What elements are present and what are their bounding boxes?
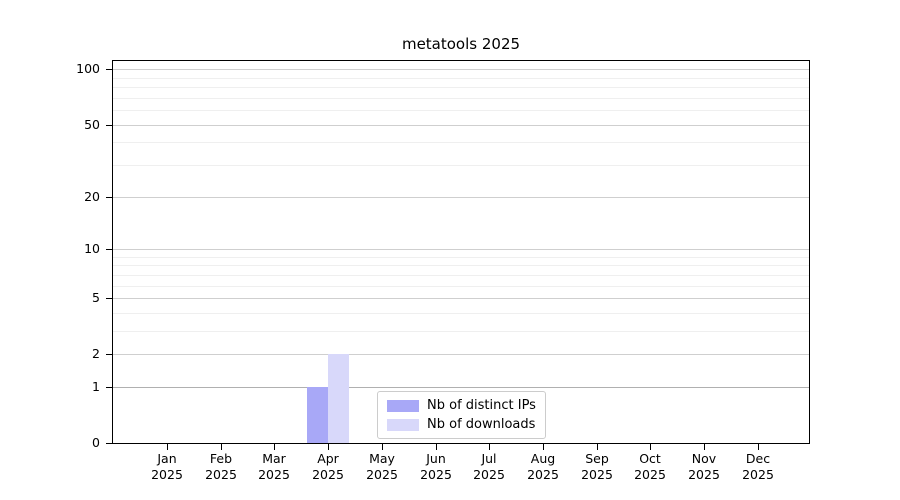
y-tick-label: 2 — [92, 346, 100, 361]
legend-label-downloads: Nb of downloads — [427, 417, 536, 432]
x-tick — [221, 444, 222, 450]
x-tick-month: Apr — [317, 451, 339, 466]
x-tick-month: Mar — [262, 451, 286, 466]
y-gridline-minor — [113, 97, 809, 99]
y-gridline-minor — [113, 77, 809, 79]
x-tick-month: Feb — [209, 451, 233, 466]
x-tick-year: 2025 — [151, 467, 183, 482]
y-gridline-major — [113, 248, 809, 250]
x-tick-month: Oct — [639, 451, 661, 466]
x-tick-month: Aug — [530, 451, 556, 466]
x-tick-year: 2025 — [420, 467, 452, 482]
x-tick-year: 2025 — [366, 467, 398, 482]
legend-item-distinct-ips: Nb of distinct IPs — [387, 399, 536, 412]
legend-item-downloads: Nb of downloads — [387, 418, 536, 431]
y-gridline-minor — [113, 285, 809, 287]
y-gridline-major — [113, 386, 809, 388]
y-gridline-minor — [113, 265, 809, 267]
x-tick-label: Jun 2025 — [404, 451, 468, 483]
x-tick-label: Nov 2025 — [672, 451, 736, 483]
y-tick — [106, 69, 112, 70]
y-tick — [106, 387, 112, 388]
y-gridline-minor — [113, 274, 809, 276]
x-tick-month: Nov — [691, 451, 717, 466]
y-gridline-minor — [113, 330, 809, 332]
x-tick-year: 2025 — [742, 467, 774, 482]
y-tick-label: 5 — [92, 290, 100, 305]
x-tick-month: Dec — [745, 451, 771, 466]
x-tick-label: Dec 2025 — [726, 451, 790, 483]
x-tick-year: 2025 — [688, 467, 720, 482]
y-tick-label: 100 — [76, 61, 100, 76]
y-tick-label: 10 — [84, 241, 100, 256]
downloads-swatch-icon — [387, 418, 419, 431]
x-tick-month: Jan — [157, 451, 177, 466]
x-tick — [758, 444, 759, 450]
y-gridline-major — [113, 69, 809, 71]
x-tick-label: Apr 2025 — [296, 451, 360, 483]
x-tick-year: 2025 — [634, 467, 666, 482]
y-gridline-major — [113, 354, 809, 356]
y-gridline-major — [113, 196, 809, 198]
x-tick-label: Mar 2025 — [242, 451, 306, 483]
x-tick-year: 2025 — [527, 467, 559, 482]
y-gridline-minor — [113, 110, 809, 112]
x-tick-month: Jul — [481, 451, 497, 466]
x-tick-label: Oct 2025 — [618, 451, 682, 483]
x-tick — [382, 444, 383, 450]
x-tick — [274, 444, 275, 450]
distinct-ips-swatch-icon — [387, 399, 419, 412]
x-tick-label: Feb 2025 — [189, 451, 253, 483]
y-tick-label: 0 — [92, 435, 100, 450]
x-tick — [597, 444, 598, 450]
y-tick — [106, 354, 112, 355]
y-tick — [106, 197, 112, 198]
x-tick-year: 2025 — [581, 467, 613, 482]
y-tick — [106, 443, 112, 444]
x-tick-label: Aug 2025 — [511, 451, 575, 483]
x-tick-month: May — [369, 451, 395, 466]
x-tick-label: Jan 2025 — [135, 451, 199, 483]
x-tick-year: 2025 — [258, 467, 290, 482]
x-tick-label: May 2025 — [350, 451, 414, 483]
x-tick — [650, 444, 651, 450]
bar-nb-of-distinct-ips — [307, 386, 329, 443]
legend-label-distinct-ips: Nb of distinct IPs — [427, 398, 536, 413]
x-tick — [167, 444, 168, 450]
x-tick — [436, 444, 437, 450]
x-tick-year: 2025 — [312, 467, 344, 482]
x-tick-year: 2025 — [205, 467, 237, 482]
x-tick — [704, 444, 705, 450]
bar-nb-of-downloads — [328, 354, 350, 443]
y-tick — [106, 249, 112, 250]
y-gridline-minor — [113, 312, 809, 314]
y-tick — [106, 125, 112, 126]
x-tick-year: 2025 — [473, 467, 505, 482]
y-gridline-minor — [113, 256, 809, 258]
y-gridline-minor — [113, 142, 809, 144]
x-tick-label: Jul 2025 — [457, 451, 521, 483]
y-tick — [106, 298, 112, 299]
plot-area — [112, 60, 810, 444]
chart-title: metatools 2025 — [401, 35, 521, 53]
y-gridline-minor — [113, 87, 809, 89]
x-tick — [489, 444, 490, 450]
y-gridline-major — [113, 297, 809, 299]
legend: Nb of distinct IPs Nb of downloads — [377, 391, 546, 439]
y-gridline-minor — [113, 165, 809, 166]
y-gridline-major — [113, 124, 809, 126]
y-tick-label: 50 — [84, 117, 100, 132]
x-tick-month: Sep — [585, 451, 609, 466]
x-tick-label: Sep 2025 — [565, 451, 629, 483]
y-tick-label: 20 — [84, 189, 100, 204]
x-tick — [328, 444, 329, 450]
x-tick — [543, 444, 544, 450]
x-tick-month: Jun — [426, 451, 446, 466]
y-tick-label: 1 — [92, 379, 100, 394]
